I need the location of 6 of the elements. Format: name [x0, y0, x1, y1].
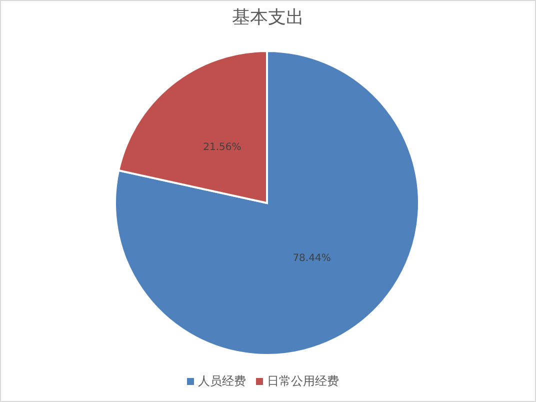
legend-label: 人员经费 — [198, 374, 246, 388]
pie-slice — [114, 50, 420, 356]
data-label: 78.44% — [292, 253, 331, 264]
chart-title: 基本支出 — [231, 6, 305, 30]
data-label: 21.56% — [203, 142, 242, 153]
legend-label: 日常公用经费 — [267, 374, 339, 388]
